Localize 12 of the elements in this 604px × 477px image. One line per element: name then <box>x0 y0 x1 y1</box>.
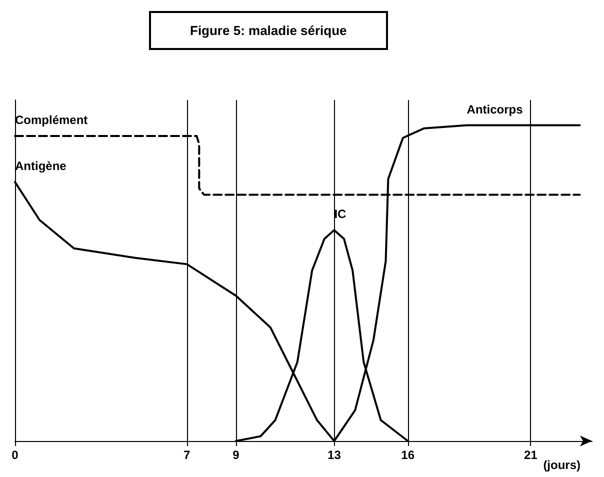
x-tick-label: 16 <box>401 448 415 462</box>
series-label: Complément <box>15 112 88 127</box>
series-label: Anticorps <box>466 102 524 116</box>
x-tick-label: 21 <box>524 448 538 462</box>
series-label: Antigène <box>15 159 67 174</box>
series-label: IC <box>334 207 347 222</box>
x-tick-label: 9 <box>232 448 240 462</box>
x-tick-label: 0 <box>12 448 19 462</box>
x-axis-title: (jours) <box>543 458 581 472</box>
x-tick-label: 7 <box>184 448 191 462</box>
x-tick-label: 13 <box>328 448 342 462</box>
chart-title: Figure 5: maladie sérique <box>190 23 347 38</box>
